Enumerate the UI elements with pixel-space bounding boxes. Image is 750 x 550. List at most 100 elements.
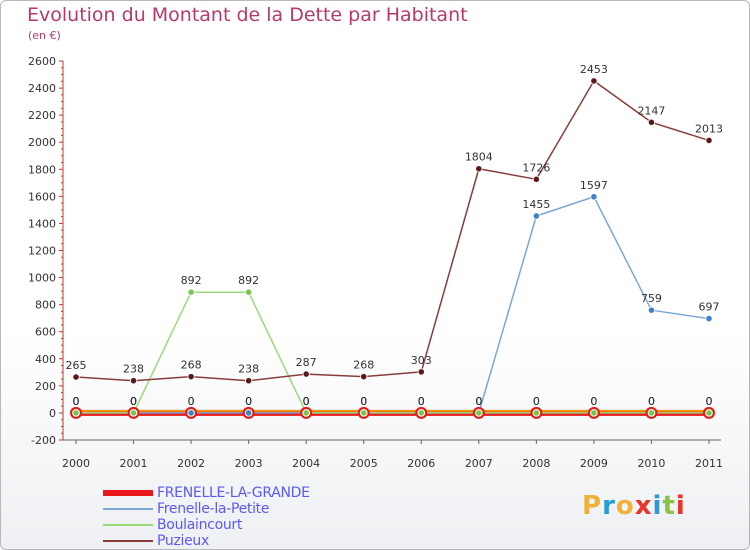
- data-label: 0: [245, 395, 252, 408]
- data-label: 892: [238, 274, 259, 287]
- data-label: 0: [130, 395, 137, 408]
- data-label: 0: [590, 395, 597, 408]
- series-line-2: [76, 291, 709, 414]
- legend-swatch: [103, 508, 153, 510]
- data-point: [647, 306, 656, 314]
- x-tick-label: 2002: [177, 457, 205, 470]
- data-point: [72, 373, 80, 381]
- logo-letter: o: [615, 491, 635, 521]
- x-tick-label: 2008: [522, 457, 550, 470]
- data-point: [417, 409, 425, 417]
- data-label: 0: [705, 395, 712, 408]
- data-label: 1455: [522, 198, 550, 211]
- data-label: 1597: [580, 179, 608, 192]
- data-label: 0: [360, 395, 367, 408]
- data-point: [590, 77, 598, 85]
- y-tick-label: 1600: [28, 190, 56, 203]
- data-label: 0: [360, 395, 367, 408]
- data-label: 0: [360, 395, 367, 408]
- y-tick-label: 2400: [28, 82, 56, 95]
- legend-label: Puzieux: [157, 533, 209, 549]
- y-tick-label: 1200: [28, 245, 56, 258]
- logo-letter: i: [675, 491, 686, 521]
- data-label: 0: [73, 395, 80, 408]
- data-label: 0: [130, 395, 137, 408]
- legend-label: Frenelle-la-Petite: [157, 501, 270, 517]
- data-label: 0: [188, 395, 195, 408]
- y-tick-label: 800: [35, 299, 56, 312]
- data-point: [245, 377, 253, 385]
- y-tick-label: 600: [35, 326, 56, 339]
- data-label: 0: [303, 395, 310, 408]
- legend-item: Boulaincourt: [103, 517, 310, 533]
- y-tick-label: -200: [31, 434, 56, 447]
- data-label: 238: [123, 363, 144, 376]
- logo-letter: x: [634, 491, 653, 521]
- data-point: [590, 409, 598, 417]
- data-point: [129, 377, 138, 385]
- legend-swatch: [103, 524, 153, 526]
- data-label: 1726: [522, 161, 550, 174]
- data-point: [187, 409, 195, 417]
- data-label: 697: [698, 301, 719, 314]
- data-label: 0: [130, 395, 137, 408]
- x-tick-label: 2003: [235, 457, 263, 470]
- data-label: 0: [533, 395, 540, 408]
- y-tick-label: 2200: [28, 109, 56, 122]
- logo-letter: i: [652, 491, 663, 521]
- data-point: [475, 409, 483, 417]
- data-label: 2147: [637, 104, 665, 117]
- legend-item: Frenelle-la-Petite: [103, 501, 310, 517]
- data-label: 0: [73, 395, 80, 408]
- data-point: [187, 373, 195, 381]
- data-point: [532, 409, 540, 417]
- data-point: [417, 368, 425, 376]
- data-point: [647, 409, 656, 417]
- data-label: 0: [245, 395, 252, 408]
- x-tick-label: 2000: [62, 457, 90, 470]
- data-label: 2013: [695, 122, 723, 135]
- data-point: [705, 314, 713, 323]
- data-label: 0: [188, 395, 195, 408]
- y-tick-label: 1000: [28, 272, 56, 285]
- data-label: 268: [181, 359, 202, 372]
- logo-letter: P: [582, 491, 603, 521]
- data-point: [129, 409, 138, 417]
- proxiti-logo: Proxiti: [582, 491, 686, 521]
- series-line-3: [75, 80, 710, 382]
- series-line-1: [76, 196, 710, 414]
- data-point: [360, 373, 368, 381]
- data-label: 0: [590, 395, 597, 408]
- data-label: 303: [411, 354, 432, 367]
- data-label: 0: [303, 395, 310, 408]
- x-tick-label: 2009: [580, 457, 608, 470]
- chart-subtitle: (en €): [28, 29, 61, 42]
- legend-item: FRENELLE-LA-GRANDE: [103, 485, 310, 501]
- x-tick-label: 2001: [120, 457, 148, 470]
- y-tick-label: 1800: [28, 163, 56, 176]
- data-label: 0: [475, 395, 482, 408]
- data-point: [590, 193, 598, 201]
- data-label: 2453: [580, 63, 608, 76]
- y-tick-label: 2600: [28, 55, 56, 68]
- data-label: 265: [66, 359, 87, 372]
- data-label: 238: [238, 363, 259, 376]
- data-label: 1804: [465, 151, 493, 164]
- data-point: [302, 370, 310, 378]
- y-tick-label: 0: [49, 407, 56, 420]
- chart-title: Evolution du Montant de la Dette par Hab…: [27, 4, 468, 26]
- y-tick-label: 1400: [28, 217, 56, 230]
- x-tick-label: 2011: [695, 457, 723, 470]
- data-label: 287: [296, 356, 317, 369]
- data-point: [475, 165, 483, 173]
- chart-legend: FRENELLE-LA-GRANDE Frenelle-la-Petite Boul…: [103, 485, 310, 549]
- data-point: [302, 409, 310, 417]
- y-tick-label: 400: [35, 353, 56, 366]
- data-point: [72, 409, 80, 417]
- y-tick-label: 200: [35, 380, 56, 393]
- data-label: 0: [418, 395, 425, 408]
- legend-swatch: [103, 540, 153, 542]
- data-label: 0: [418, 395, 425, 408]
